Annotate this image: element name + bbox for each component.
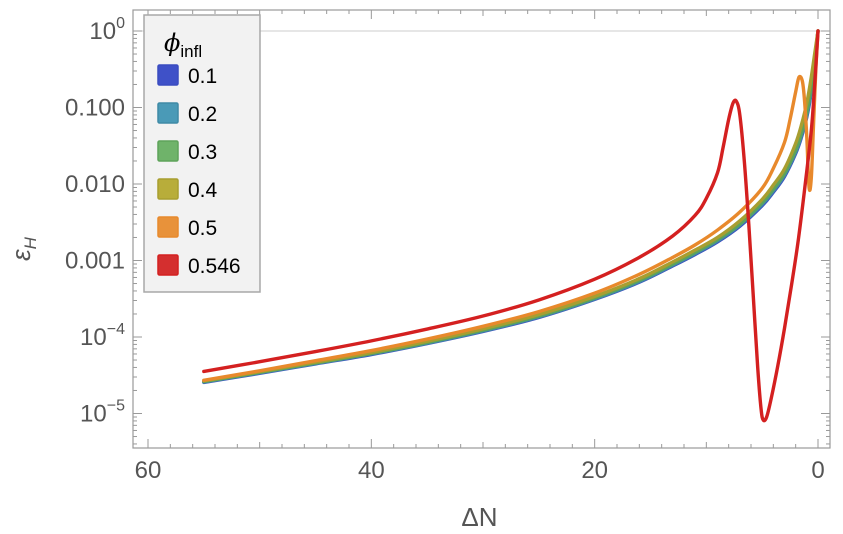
- series-line-0_546: [202, 29, 820, 423]
- legend-swatch-0_4: [157, 178, 179, 200]
- x-tick-label: 40: [358, 457, 385, 484]
- legend-title-symbol: ϕ: [164, 29, 180, 57]
- y-tick-label: 0.001: [65, 248, 125, 275]
- y-tick-label: 100: [89, 15, 125, 45]
- y-axis-title: εH: [6, 236, 40, 260]
- series-line-0_5: [202, 29, 820, 382]
- x-tick-label: 0: [811, 457, 824, 484]
- y-tick-label: 10−5: [80, 398, 125, 428]
- legend-title-subscript: infl: [180, 42, 202, 61]
- axis-ticks: 60 40 20 0 100 0.100 0.010 0.001 10−4 10−5: [65, 10, 830, 484]
- series-layer: [202, 29, 820, 423]
- legend-label-0_1: 0.1: [188, 65, 217, 88]
- x-tick-label: 20: [581, 457, 608, 484]
- y-axis-title-main: ε: [6, 249, 36, 261]
- legend-swatch-0_5: [157, 216, 179, 238]
- y-tick-label: 0.010: [65, 171, 125, 198]
- legend-title: ϕinfl: [164, 29, 202, 61]
- legend-label-0_546: 0.546: [188, 255, 241, 278]
- legend-label-0_2: 0.2: [188, 103, 217, 126]
- legend-label-0_4: 0.4: [188, 179, 218, 202]
- y-tick-label: 10−4: [80, 321, 125, 351]
- legend-swatch-0_2: [157, 102, 179, 124]
- x-tick-label: 60: [135, 457, 162, 484]
- legend-label-0_5: 0.5: [188, 217, 217, 240]
- y-tick-label: 0.100: [65, 95, 125, 122]
- x-axis-title: ΔN: [461, 502, 497, 532]
- legend-swatch-0_3: [157, 140, 179, 162]
- legend-swatch-0_546: [157, 254, 179, 276]
- legend-swatch-0_1: [157, 64, 179, 86]
- plot-frame: [132, 9, 831, 449]
- legend: ϕinfl 0.1 0.2 0.3 0.4 0.5 0.546: [143, 14, 261, 293]
- legend-label-0_3: 0.3: [188, 141, 217, 164]
- axis-labels: ΔN εH: [6, 236, 498, 532]
- plot-border: [132, 9, 831, 449]
- y-axis-title-sub: H: [21, 236, 40, 249]
